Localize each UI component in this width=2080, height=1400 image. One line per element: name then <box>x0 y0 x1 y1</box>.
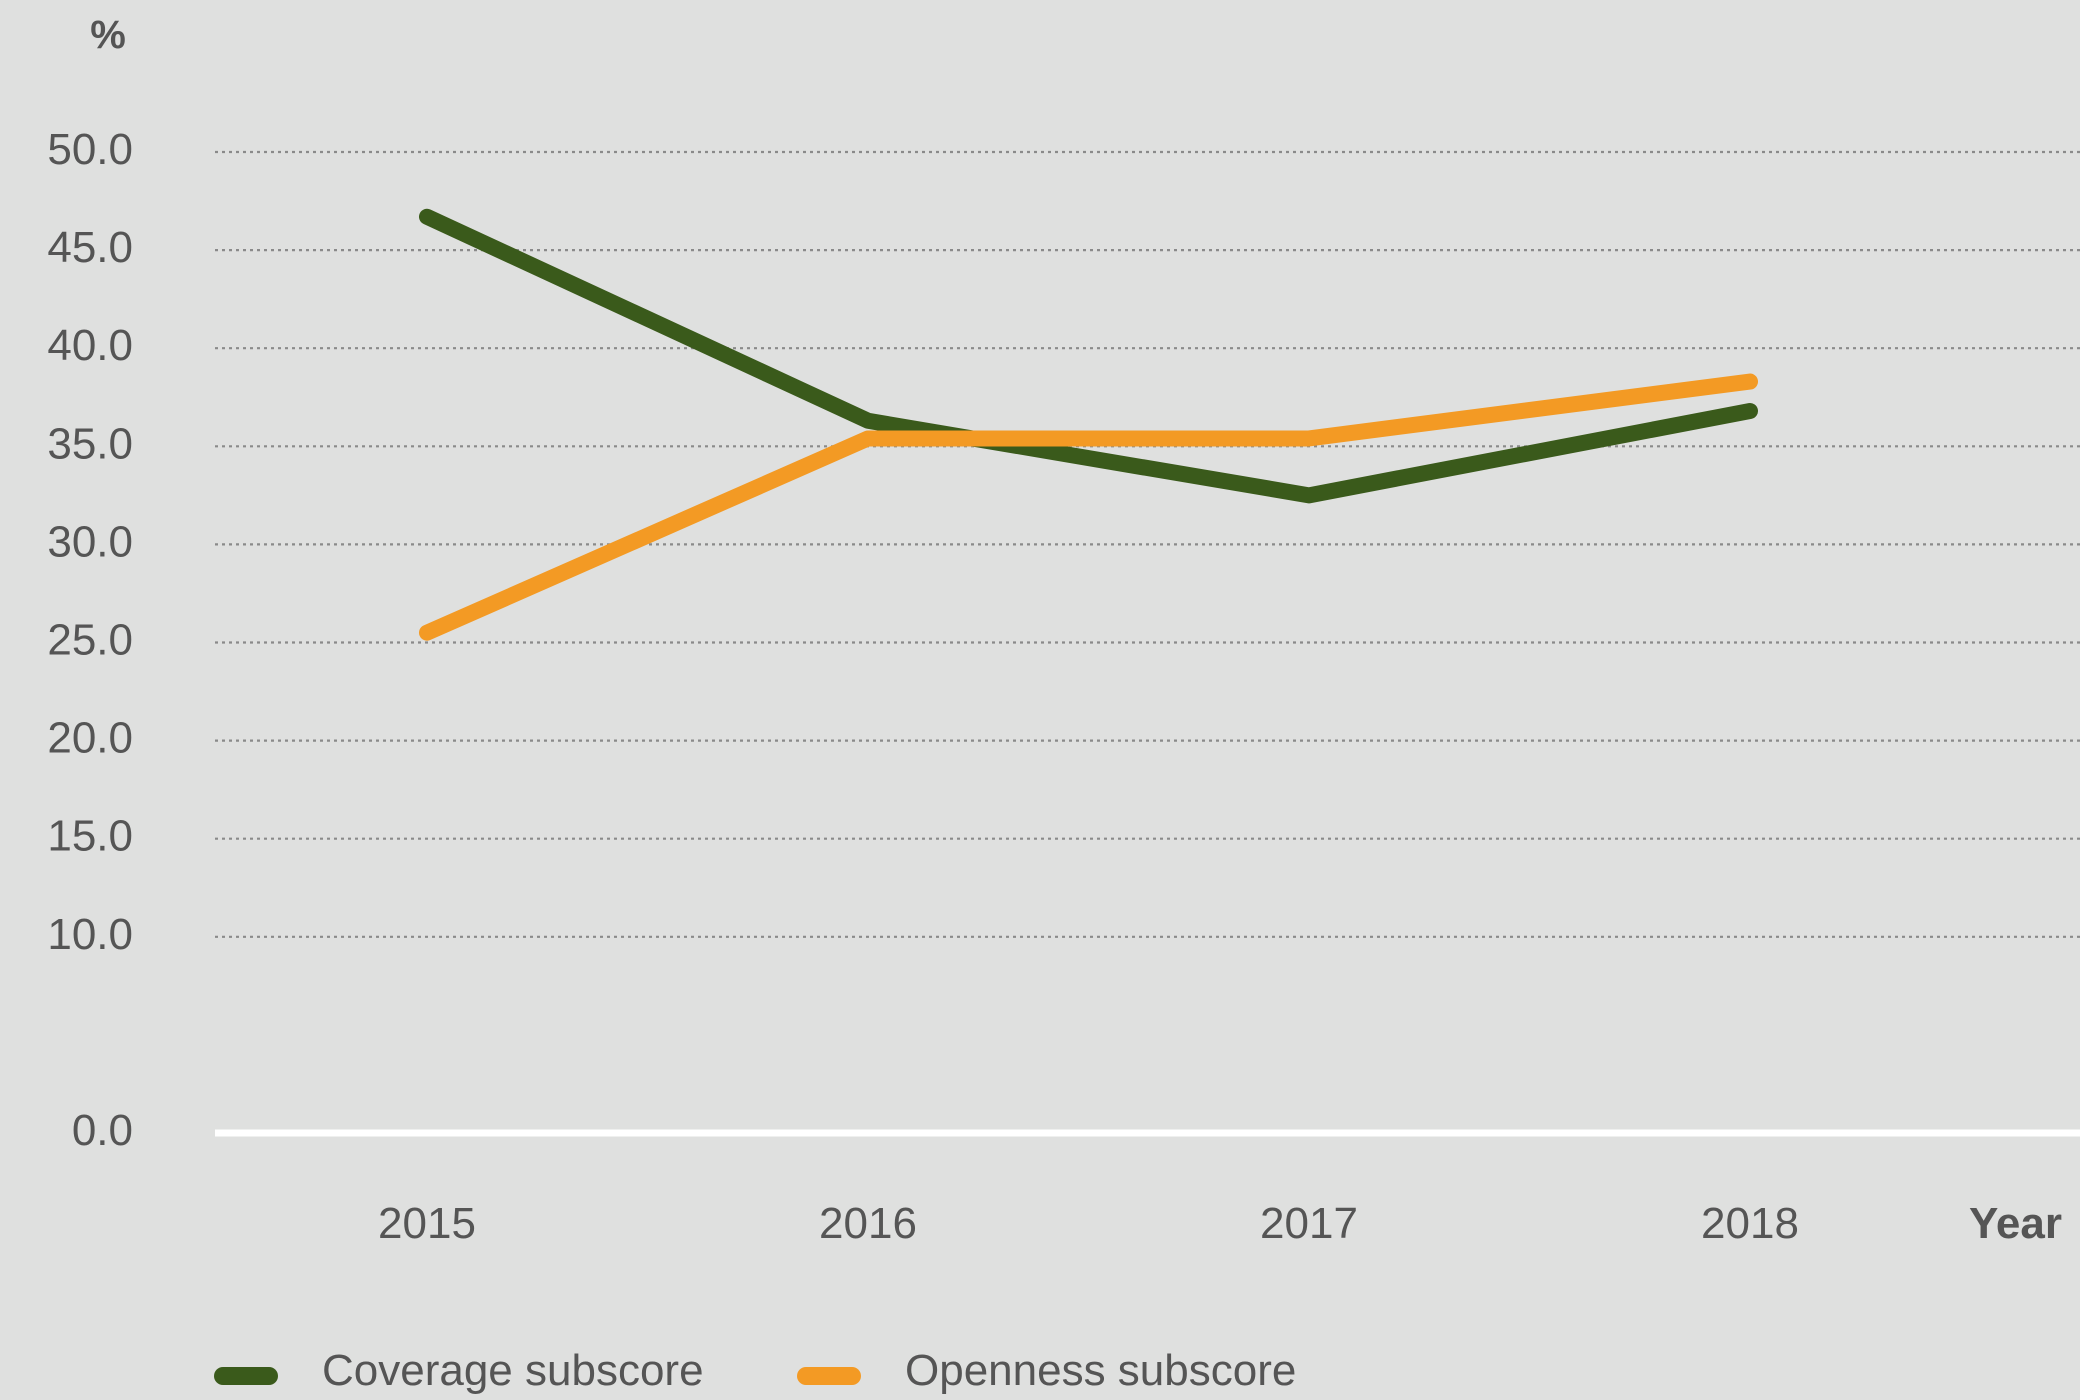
y-axis-label: % <box>90 13 126 57</box>
x-tick-label: 2017 <box>1260 1199 1358 1248</box>
x-tick-labels: 2015 2016 2017 2018 <box>378 1199 1799 1248</box>
y-tick-label: 35.0 <box>47 419 133 468</box>
x-tick-label: 2018 <box>1701 1199 1799 1248</box>
y-tick-label: 50.0 <box>47 125 133 174</box>
y-tick-label: 30.0 <box>47 517 133 566</box>
series-2 <box>427 381 1750 632</box>
legend: Coverage subscore Openness subscore <box>223 1346 1296 1395</box>
y-tick-label: 25.0 <box>47 616 133 665</box>
legend-item: Coverage subscore <box>223 1346 704 1395</box>
y-tick-label: 10.0 <box>47 910 133 959</box>
series-line <box>427 217 1750 496</box>
legend-label: Coverage subscore <box>322 1346 704 1395</box>
gridlines <box>215 152 2080 1133</box>
x-axis-label: Year <box>1969 1199 2062 1248</box>
y-tick-label: 15.0 <box>47 812 133 861</box>
axes: % Year <box>90 13 2062 1248</box>
legend-label: Openness subscore <box>905 1346 1296 1395</box>
series-1 <box>427 217 1750 496</box>
series-line <box>427 382 1750 633</box>
y-tick-label: 20.0 <box>47 714 133 763</box>
x-tick-label: 2016 <box>819 1199 917 1248</box>
y-tick-labels: 0.0 10.0 15.0 20.0 25.0 30.0 35.0 40.0 45.0 50.0 <box>47 125 133 1155</box>
y-tick-label: 45.0 <box>47 223 133 272</box>
y-tick-label: 40.0 <box>47 321 133 370</box>
y-tick-label: 0.0 <box>72 1106 133 1155</box>
x-tick-label: 2015 <box>378 1199 476 1248</box>
legend-item: Openness subscore <box>806 1346 1296 1395</box>
series-lines <box>427 217 1750 633</box>
